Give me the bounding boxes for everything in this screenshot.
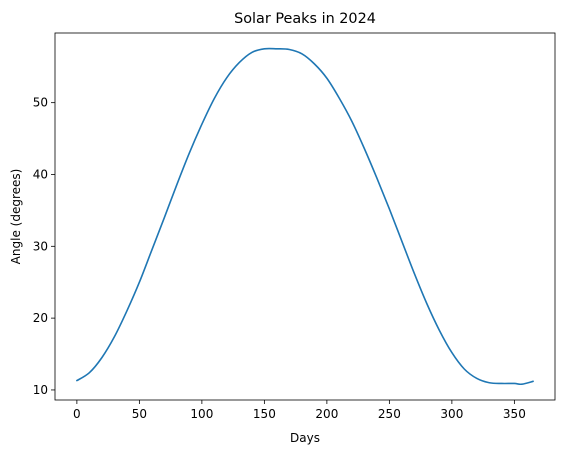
x-tick-label: 100 (190, 407, 213, 421)
plot-frame (54, 32, 556, 401)
x-tick-label: 300 (440, 407, 463, 421)
y-tick-label: 10 (33, 383, 48, 397)
x-tick-label: 50 (132, 407, 147, 421)
x-tick-label: 0 (73, 407, 81, 421)
series-line-0 (76, 47, 534, 386)
y-tick-label: 40 (33, 167, 48, 181)
x-tick-label: 150 (253, 407, 276, 421)
y-tick-label: 50 (33, 96, 48, 110)
x-axis-ticks: 0 50 100 150 200 250 300 350 (73, 400, 526, 421)
chart-title: Solar Peaks in 2024 (234, 11, 376, 27)
y-tick-label: 30 (33, 239, 48, 253)
y-axis-ticks: 10 20 30 40 50 (33, 96, 55, 397)
series-layer (76, 47, 534, 386)
y-axis-label: Angle (degrees) (9, 169, 23, 265)
x-tick-label: 200 (315, 407, 338, 421)
x-tick-label: 250 (378, 407, 401, 421)
x-axis-label: Days (290, 431, 320, 445)
plot-area (55, 33, 555, 400)
y-tick-label: 20 (33, 311, 48, 325)
x-tick-label: 350 (503, 407, 526, 421)
